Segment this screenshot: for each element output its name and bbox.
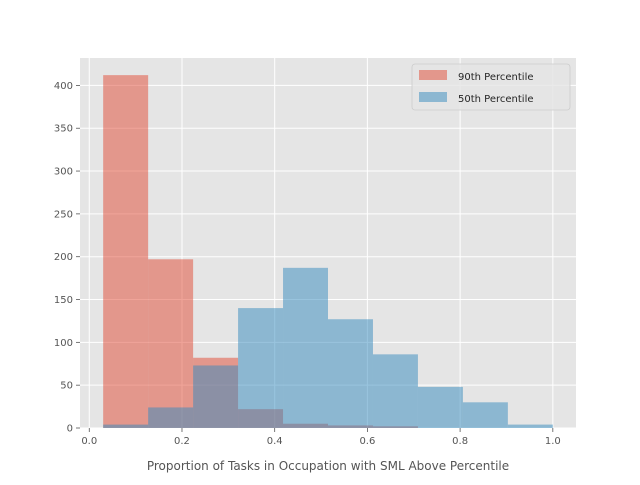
- histogram-bar-series-0: [103, 75, 149, 428]
- legend-box: [411, 63, 571, 111]
- histogram-bar-series-1: [193, 365, 239, 428]
- y-tick-label: 400: [54, 81, 73, 92]
- x-tick-label: 0.0: [81, 436, 97, 447]
- x-tick-label: 1.0: [545, 436, 561, 447]
- y-tick-label: 300: [54, 167, 73, 178]
- legend-swatch-50th-percentile: [419, 92, 447, 102]
- histogram-bar-series-1: [507, 424, 553, 428]
- histogram-bar-series-1: [372, 354, 418, 428]
- legend-label-90th-percentile: 90th Percentile: [458, 72, 534, 83]
- legend: 90th Percentile 50th Percentile: [411, 63, 571, 111]
- y-tick-label: 350: [54, 124, 73, 135]
- y-tick-label: 50: [60, 381, 73, 392]
- x-tick-label: 0.2: [174, 436, 190, 447]
- y-tick-label: 0: [67, 424, 73, 435]
- y-tick-label: 250: [54, 209, 73, 220]
- histogram-bar-series-1: [148, 407, 194, 428]
- histogram-bar-series-1: [283, 267, 328, 428]
- histogram-bars: [103, 75, 553, 428]
- histogram-bar-series-1: [328, 319, 373, 428]
- histogram-bar-series-1: [238, 308, 284, 428]
- x-tick-label: 0.6: [359, 436, 375, 447]
- axes: 0 50 100 150 200 250 300 350 400 0.0 0.2 0.4 0.6 0.8 1…: [54, 81, 561, 447]
- histogram-bar-series-0: [148, 259, 194, 428]
- y-tick-label: 100: [54, 338, 73, 349]
- histogram-bar-series-1: [417, 386, 463, 428]
- x-tick-label: 0.8: [452, 436, 468, 447]
- x-axis-label: Proportion of Tasks in Occupation with S…: [147, 459, 509, 473]
- x-tick-label: 0.4: [267, 436, 283, 447]
- histogram-bar-series-1: [462, 402, 508, 428]
- y-tick-label: 150: [54, 295, 73, 306]
- histogram-bar-series-1: [103, 424, 149, 428]
- y-tick-label: 200: [54, 252, 73, 263]
- legend-swatch-90th-percentile: [419, 70, 447, 80]
- legend-label-50th-percentile: 50th Percentile: [458, 94, 534, 105]
